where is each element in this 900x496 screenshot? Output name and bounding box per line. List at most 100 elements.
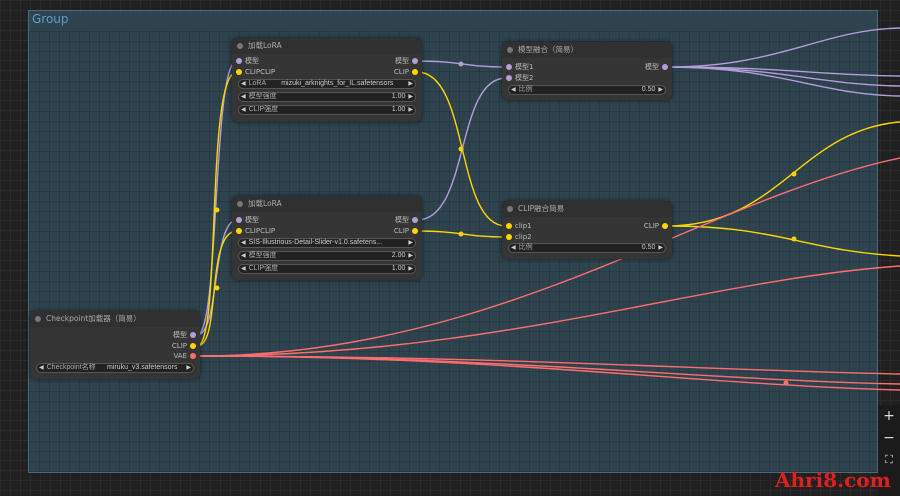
arrow-right-icon[interactable]: ▶ [186,365,191,371]
arrow-left-icon[interactable]: ◀ [241,94,246,100]
input-model[interactable]: 模型 [236,56,259,66]
output-clip[interactable]: CLIP [644,221,668,231]
widget-label: 模型强度 [248,93,277,100]
slot-label: 模型 [245,57,259,65]
arrow-left-icon[interactable]: ◀ [241,266,246,272]
output-clip[interactable]: CLIP [172,341,196,351]
collapse-dot-icon[interactable] [507,206,513,212]
slot-label: CLIP [643,222,659,230]
wire-model[interactable] [666,66,900,97]
output-clip[interactable]: CLIP [394,67,418,77]
input-clip[interactable]: CLIPCLIP [236,226,275,236]
arrow-left-icon[interactable]: ◀ [511,87,516,93]
reroute-dot[interactable] [214,285,220,291]
node-title[interactable]: CLIP融合简易 [502,201,672,217]
arrow-left-icon[interactable]: ◀ [39,365,44,371]
collapse-dot-icon[interactable] [507,47,513,53]
collapse-dot-icon[interactable] [35,316,41,322]
node-title[interactable]: 加载LoRA [232,196,422,212]
node-title[interactable]: 加载LoRA [232,38,422,54]
lora-loader-node-1[interactable]: 加载LoRA 模型 CLIPCLIP 模型 CLIP ◀ LoRA mizuki_a… [232,38,422,122]
arrow-left-icon[interactable]: ◀ [241,107,246,113]
slot-label: 模型 [245,216,259,224]
lora-name-combo[interactable]: ◀ SIS-Illustrious-Detail-Slider-v1.0.safe… [238,238,416,248]
arrow-left-icon[interactable]: ◀ [241,81,246,87]
input-clip2[interactable]: clip2 [506,232,532,242]
reroute-dot[interactable] [783,380,789,386]
clip-strength-slider[interactable]: ◀ CLIP强度 1.00 ▶ [238,264,416,274]
arrow-left-icon[interactable]: ◀ [511,245,516,251]
arrow-left-icon[interactable]: ◀ [241,253,246,259]
collapse-dot-icon[interactable] [237,43,243,49]
output-model[interactable]: 模型 [645,62,668,72]
wire-vae[interactable] [196,355,900,385]
ratio-slider[interactable]: ◀ 比例 0.50 ▶ [508,85,666,95]
arrow-right-icon[interactable]: ▶ [408,81,413,87]
input-clip1[interactable]: clip1 [506,221,532,231]
widget-label: 比例 [518,244,533,251]
widget-value: 1.00 [391,265,406,272]
watermark: Ahri8.com [775,468,891,492]
reroute-dot[interactable] [458,231,464,237]
wire-model[interactable] [196,219,238,336]
slot-label: CLIP [393,68,409,76]
wire-model[interactable] [666,27,900,68]
node-title[interactable]: 模型融合（简易） [502,42,672,58]
input-model1[interactable]: 模型1 [506,62,533,72]
arrow-right-icon[interactable]: ▶ [408,94,413,100]
collapse-dot-icon[interactable] [237,201,243,207]
input-model2[interactable]: 模型2 [506,73,533,83]
wire-vae[interactable] [196,157,900,357]
wire-vae[interactable] [196,265,900,357]
reroute-dot[interactable] [214,207,220,213]
title-text: CLIP融合简易 [518,204,565,213]
reroute-dot[interactable] [458,61,464,67]
output-model[interactable]: 模型 [395,215,418,225]
wire-clip[interactable] [666,225,900,257]
wire-clip[interactable] [196,230,238,347]
arrow-left-icon[interactable]: ◀ [241,240,246,246]
group[interactable]: Group [28,10,878,473]
reroute-dot[interactable] [791,236,797,242]
checkpoint-name-combo[interactable]: ◀ Checkpoint名称 miruku_v3.safetensors ▶ [36,363,194,373]
arrow-right-icon[interactable]: ▶ [408,107,413,113]
wire-vae[interactable] [196,355,900,375]
wire-model[interactable] [196,60,238,336]
wire-clip[interactable] [196,71,238,347]
slot-label: CLIPCLIP [245,68,276,76]
widget-label: 模型强度 [248,252,277,259]
widget-label: CLIP强度 [248,265,279,272]
reroute-dot[interactable] [791,171,797,177]
zoom-out-button[interactable]: − [883,430,895,446]
reroute-dot[interactable] [458,146,464,152]
lora-loader-node-2[interactable]: 加载LoRA 模型 CLIPCLIP 模型 CLIP ◀ SIS-Illustri… [232,196,422,280]
lora-name-combo[interactable]: ◀ LoRA mizuki_arknights_for_IL.safetensors… [238,79,416,89]
node-title[interactable]: Checkpoint加载器（简易） [30,311,200,327]
slot-label: 模型1 [515,63,534,71]
arrow-right-icon[interactable]: ▶ [408,240,413,246]
widget-value: SIS-Illustrious-Detail-Slider-v1.0.safet… [248,239,383,246]
slot-label: clip2 [515,233,532,241]
output-model[interactable]: 模型 [173,330,196,340]
group-title[interactable]: Group [32,12,69,26]
clip-merge-node[interactable]: CLIP融合简易 clip1 clip2 CLIP ◀ 比例 0.50 ▶ [502,201,672,259]
model-strength-slider[interactable]: ◀ 模型强度 2.00 ▶ [238,251,416,261]
output-model[interactable]: 模型 [395,56,418,66]
clip-strength-slider[interactable]: ◀ CLIP强度 1.00 ▶ [238,105,416,115]
arrow-right-icon[interactable]: ▶ [658,245,663,251]
model-merge-node[interactable]: 模型融合（简易） 模型1 模型2 模型 ◀ 比例 0.50 ▶ [502,42,672,100]
input-clip[interactable]: CLIPCLIP [236,67,275,77]
wire-clip[interactable] [666,121,900,227]
checkpoint-loader-node[interactable]: Checkpoint加载器（简易） 模型 CLIP VAE ◀ Checkpoin… [30,311,200,379]
output-clip[interactable]: CLIP [394,226,418,236]
wire-vae[interactable] [196,355,900,391]
arrow-right-icon[interactable]: ▶ [658,87,663,93]
arrow-right-icon[interactable]: ▶ [408,253,413,259]
ratio-slider[interactable]: ◀ 比例 0.50 ▶ [508,243,666,253]
input-model[interactable]: 模型 [236,215,259,225]
model-strength-slider[interactable]: ◀ 模型强度 1.00 ▶ [238,92,416,102]
output-vae[interactable]: VAE [173,351,196,361]
fit-view-button[interactable]: ⛶ [885,453,893,466]
arrow-right-icon[interactable]: ▶ [408,266,413,272]
zoom-in-button[interactable]: + [883,408,895,424]
